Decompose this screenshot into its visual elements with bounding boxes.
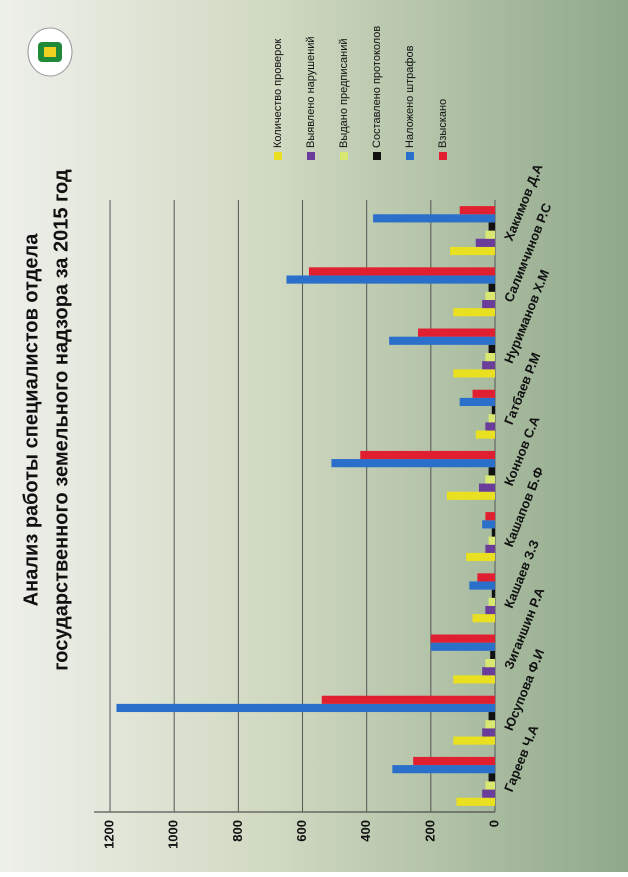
bar	[482, 667, 495, 676]
bar	[116, 703, 496, 713]
bar	[418, 328, 495, 337]
bar	[490, 650, 495, 659]
bar	[485, 544, 496, 553]
bar	[485, 422, 496, 431]
bar	[488, 414, 496, 423]
bar	[488, 597, 496, 606]
legend-swatch	[274, 152, 282, 160]
bar	[308, 267, 495, 276]
bar	[453, 736, 495, 745]
legend-label: Наложено штрафов	[404, 45, 416, 148]
bar	[321, 695, 495, 704]
bar	[472, 614, 496, 623]
bar	[459, 397, 496, 407]
bar	[482, 361, 495, 370]
chart-title: Анализ работы специалистов отдела	[20, 233, 42, 607]
y-tick-label: 200	[422, 820, 437, 842]
bar	[488, 467, 496, 476]
y-tick-label: 400	[358, 820, 373, 842]
bar	[485, 291, 496, 300]
bar	[485, 230, 496, 239]
bar	[485, 659, 496, 668]
bar	[485, 720, 496, 729]
bar	[472, 389, 496, 398]
bar	[475, 430, 496, 439]
legend-swatch	[373, 152, 381, 160]
y-tick-label: 1000	[166, 820, 181, 849]
legend-swatch	[307, 152, 315, 160]
bar	[453, 308, 495, 317]
bar	[482, 728, 495, 737]
legend-label: Составлено протоколов	[371, 26, 383, 148]
y-tick-label: 800	[230, 820, 245, 842]
bar	[286, 275, 496, 284]
bar	[488, 222, 496, 231]
legend-label: Количество проверок	[272, 39, 284, 148]
bar	[456, 797, 495, 806]
legend-swatch	[340, 152, 348, 160]
bar	[485, 605, 496, 615]
bar	[485, 781, 496, 790]
legend-label: Выдано предписаний	[338, 39, 350, 148]
y-tick-label: 1200	[101, 820, 116, 849]
legend-label: Выявлено нарушений	[305, 36, 317, 148]
bar	[488, 773, 496, 782]
bar	[430, 634, 495, 643]
bar	[466, 552, 495, 562]
bar	[485, 353, 496, 362]
bar	[373, 214, 496, 223]
bar	[485, 512, 496, 521]
bar	[477, 573, 495, 582]
legend-swatch	[406, 152, 414, 160]
bar	[446, 491, 496, 500]
bar	[488, 283, 496, 292]
legend-swatch	[439, 152, 447, 160]
bar	[475, 238, 496, 247]
bar	[485, 475, 496, 484]
y-tick-label: 0	[486, 820, 501, 827]
bar	[392, 765, 495, 774]
bar	[331, 459, 495, 468]
bar	[389, 336, 495, 345]
bar	[488, 712, 496, 721]
bar	[482, 520, 495, 529]
bar	[450, 246, 496, 256]
chart-title: государственного земельного надзора за 2…	[50, 169, 72, 671]
bar	[482, 789, 495, 798]
logo	[27, 27, 73, 77]
bar	[488, 344, 496, 353]
bar	[488, 536, 496, 545]
bar	[491, 589, 495, 598]
bar	[478, 483, 495, 492]
bar	[430, 642, 495, 651]
y-tick-label: 600	[294, 820, 309, 842]
bar	[491, 528, 495, 537]
bar	[413, 756, 496, 766]
bar	[459, 206, 496, 215]
bar	[453, 369, 495, 378]
bar	[491, 406, 495, 415]
bar	[360, 450, 495, 460]
bar	[469, 581, 495, 590]
bar	[453, 675, 495, 684]
bar	[482, 299, 495, 309]
legend-label: Взыскано	[437, 99, 449, 148]
